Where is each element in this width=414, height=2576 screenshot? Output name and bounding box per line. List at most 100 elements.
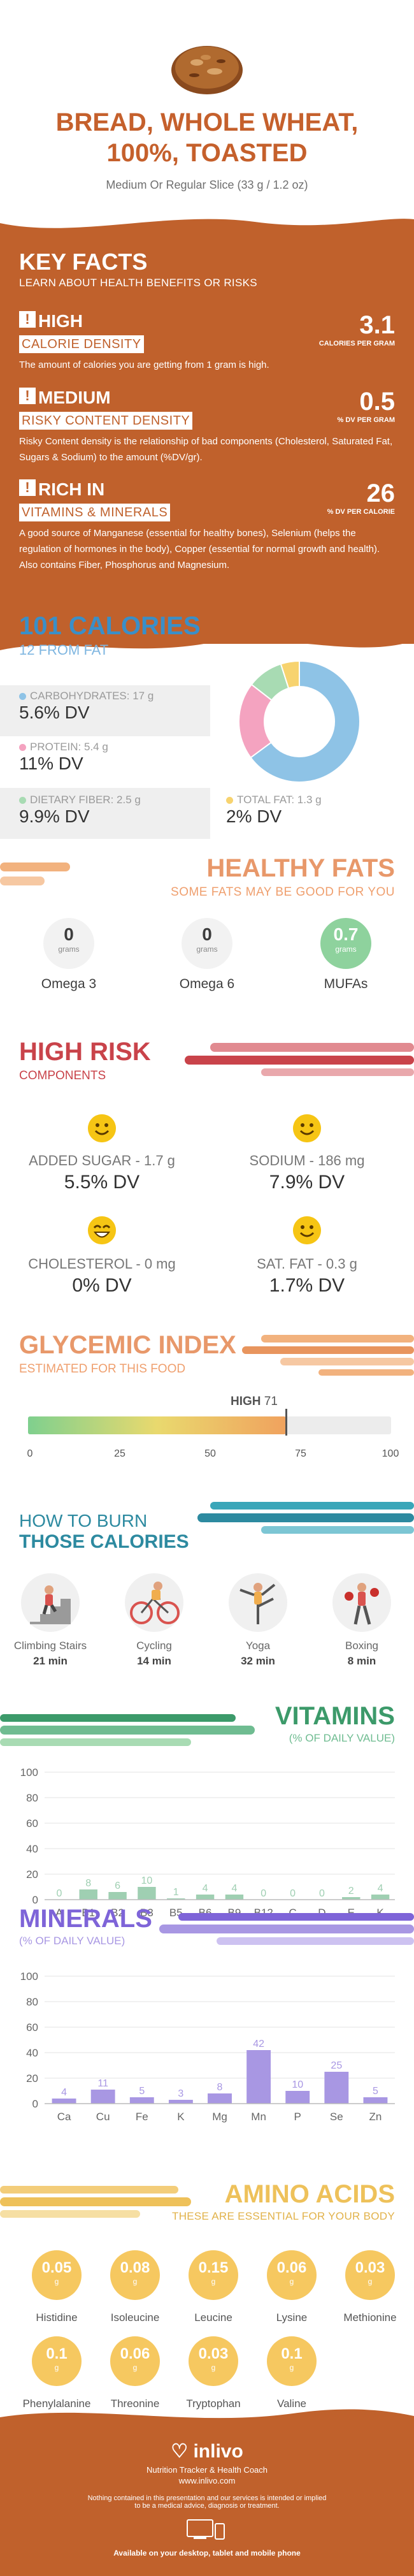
amino-circle: 0.1 g [267,2336,317,2386]
amino-heading: AMINO ACIDS THESE ARE ESSENTIAL FOR YOUR… [0,2180,395,2223]
risk-sat-fat-dv: 1.7% DV [269,1275,345,1296]
x-tick-label: Zn [369,2111,382,2123]
y-tick-label: 20 [26,1868,38,1881]
wave-divider [0,210,414,242]
bar [324,2072,349,2104]
amino-name: Valine [277,2398,306,2410]
vitamins-bar-chart: 0204060801000A8B16B210B31B54B64B90B120C0… [20,1766,395,1919]
bar [246,2050,271,2104]
bar-value-label: 0 [261,1888,266,1899]
nutrient-dv: 11% DV [19,753,83,773]
bar [79,1889,97,1900]
amino-unit: g [132,2363,138,2372]
amino-title: AMINO ACIDS [224,2180,395,2208]
macro-donut-chart [238,660,360,783]
key-facts-subtitle: LEARN ABOUT HEALTH BENEFITS OR RISKS [19,277,257,289]
bar [167,1898,185,1900]
bar-value-label: 5 [373,2086,378,2097]
burn-activity-label: Climbing Stairs [13,1640,87,1652]
footer-url[interactable]: www.inlivo.com [178,2476,236,2485]
stairs-icon [21,1573,80,1632]
gi-fill-bar [28,1416,286,1434]
amino-circle: 0.1 g [32,2336,82,2386]
footer-available: Available on your desktop, tablet and mo… [113,2549,301,2558]
gi-value: 71 [264,1395,278,1408]
stripe-decoration [159,1913,414,1945]
bar-value-label: 4 [231,1883,237,1894]
x-tick-label: Fe [136,2111,148,2123]
fact-description: The amount of calories you are getting f… [19,360,269,370]
y-tick-label: 80 [26,1792,38,1804]
risk-sodium-dv: 7.9% DV [269,1172,345,1193]
amino-name: Threonine [110,2398,160,2410]
header: BREAD, WHOLE WHEAT, 100%, TOASTED Medium… [0,0,414,229]
bar [371,1895,390,1900]
bar [285,2091,310,2104]
gi-tick: 0 [27,1448,33,1459]
amino-value: 0.03 [198,2345,229,2362]
amino-circle: 0.03 g [345,2250,395,2300]
bar-value-label: 4 [378,1883,383,1894]
y-tick-label: 40 [26,1843,38,1855]
serving-subtitle: Medium Or Regular Slice (33 g / 1.2 oz) [106,178,308,191]
gi-marker-label: HIGH 71 [231,1395,278,1409]
bar-value-label: 1 [173,1887,179,1898]
amino-circle: 0.08 g [110,2250,160,2300]
fact-unit: CALORIES PER GRAM [318,340,395,347]
stripe-decoration [242,1335,414,1376]
fat-mufa-circle: 0.7 grams [320,918,371,969]
calories-subtitle: 12 FROM FAT [19,642,109,658]
footer-brand: ♡ inlivo [171,2441,243,2462]
fact-vitamins-minerals: ! RICH IN VITAMINS & MINERALS 26 % DV PER… [19,479,395,573]
y-tick-label: 60 [26,2021,38,2034]
risk-sodium-label: SODIUM - 186 mg [249,1153,365,1168]
fact-rating: MEDIUM [38,388,111,407]
x-tick-label: B2 [111,1907,124,1919]
bar [196,1895,215,1900]
key-facts-title: KEY FACTS [19,249,148,275]
amino-value: 0.03 [355,2259,385,2276]
high-risk-subtitle: COMPONENTS [19,1069,106,1082]
bar [225,1895,244,1900]
y-tick-label: 0 [32,2098,38,2110]
bar-value-label: 0 [290,1888,296,1899]
minerals-heading: MINERALS (% OF DAILY VALUE) [19,1905,152,1947]
bar-value-label: 25 [331,2060,342,2071]
fact-value: 3.1 [359,311,395,339]
legend-dot [19,744,26,752]
fact-metric: CALORIE DENSITY [19,335,144,353]
amino-circle: 0.06 g [110,2336,160,2386]
smiley-icon [293,1216,321,1244]
fact-unit: % DV PER GRAM [337,416,395,424]
fact-risky-content: ! MEDIUM RISKY CONTENT DENSITY 0.5 % DV P… [19,388,395,465]
amino-value: 0.05 [41,2259,72,2276]
amino-circle: 0.15 g [189,2250,238,2300]
vitamins-title: VITAMINS [275,1702,395,1730]
amino-value: 0.06 [276,2259,307,2276]
footer-disclaimer-2: to be a medical advice, diagnosis or tre… [134,2502,280,2510]
bar-value-label: 8 [85,1878,91,1889]
warning-icon: ! [19,311,36,328]
amino-unit: g [211,2363,216,2372]
bar-value-label: 10 [141,1875,153,1886]
bar-value-label: 11 [97,2078,108,2089]
x-tick-label: Ca [57,2111,71,2123]
calories-title: 101 CALORIES [19,612,201,640]
bar [342,1897,360,1900]
stripe-decoration [0,1714,255,1746]
amino-name: Histidine [36,2311,78,2324]
bar [108,1892,127,1900]
amino-value: 0.08 [120,2259,150,2276]
minerals-subtitle: (% OF DAILY VALUE) [19,1935,125,1947]
glycemic-subtitle: ESTIMATED FOR THIS FOOD [19,1362,186,1376]
footer-tagline: Nutrition Tracker & Health Coach [146,2465,268,2475]
y-tick-label: 60 [26,1817,38,1830]
fact-calorie-density: ! HIGH CALORIE DENSITY 3.1 CALORIES PER G… [19,311,395,373]
nutrient-row [0,685,210,736]
burn-activity-label: Yoga [245,1640,271,1652]
legend-dot [19,797,26,804]
burn-activity-label: Cycling [136,1640,172,1652]
high-risk-title: HIGH RISK [19,1038,151,1066]
amino-name: Phenylalanine [22,2398,91,2410]
bar-value-label: 42 [253,2039,264,2049]
